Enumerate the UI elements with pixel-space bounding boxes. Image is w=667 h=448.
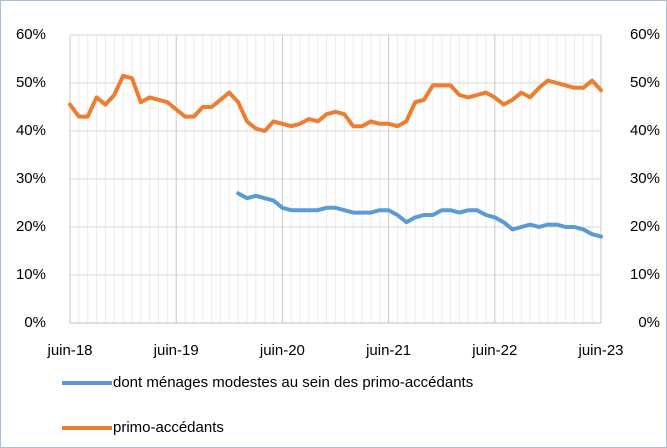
x-tick-label: juin-23 (577, 342, 623, 359)
legend-label: dont ménages modestes au sein des primo-… (113, 374, 473, 391)
y-tick-label: 10% (16, 266, 46, 283)
series-line (68, 73, 603, 133)
x-tick-label: juin-18 (46, 342, 92, 359)
y2-tick-label: 10% (630, 266, 660, 283)
y-tick-label: 50% (16, 74, 46, 91)
y-tick-label: 0% (24, 314, 46, 331)
y2-tick-label: 50% (630, 74, 660, 91)
y2-tick-label: 20% (630, 218, 660, 235)
legend-label: primo-accédants (113, 419, 224, 436)
y-tick-label: 20% (16, 218, 46, 235)
x-tick-label: juin-20 (259, 342, 305, 359)
series-line (236, 191, 603, 239)
x-tick-label: juin-21 (365, 342, 411, 359)
y2-tick-label: 30% (630, 170, 660, 187)
y-tick-label: 60% (16, 26, 46, 43)
y2-tick-label: 60% (630, 26, 660, 43)
y2-tick-label: 0% (638, 314, 660, 331)
x-tick-label: juin-22 (471, 342, 517, 359)
y-tick-label: 40% (16, 122, 46, 139)
x-tick-label: juin-19 (153, 342, 199, 359)
y-tick-label: 30% (16, 170, 46, 187)
y2-tick-label: 40% (630, 122, 660, 139)
